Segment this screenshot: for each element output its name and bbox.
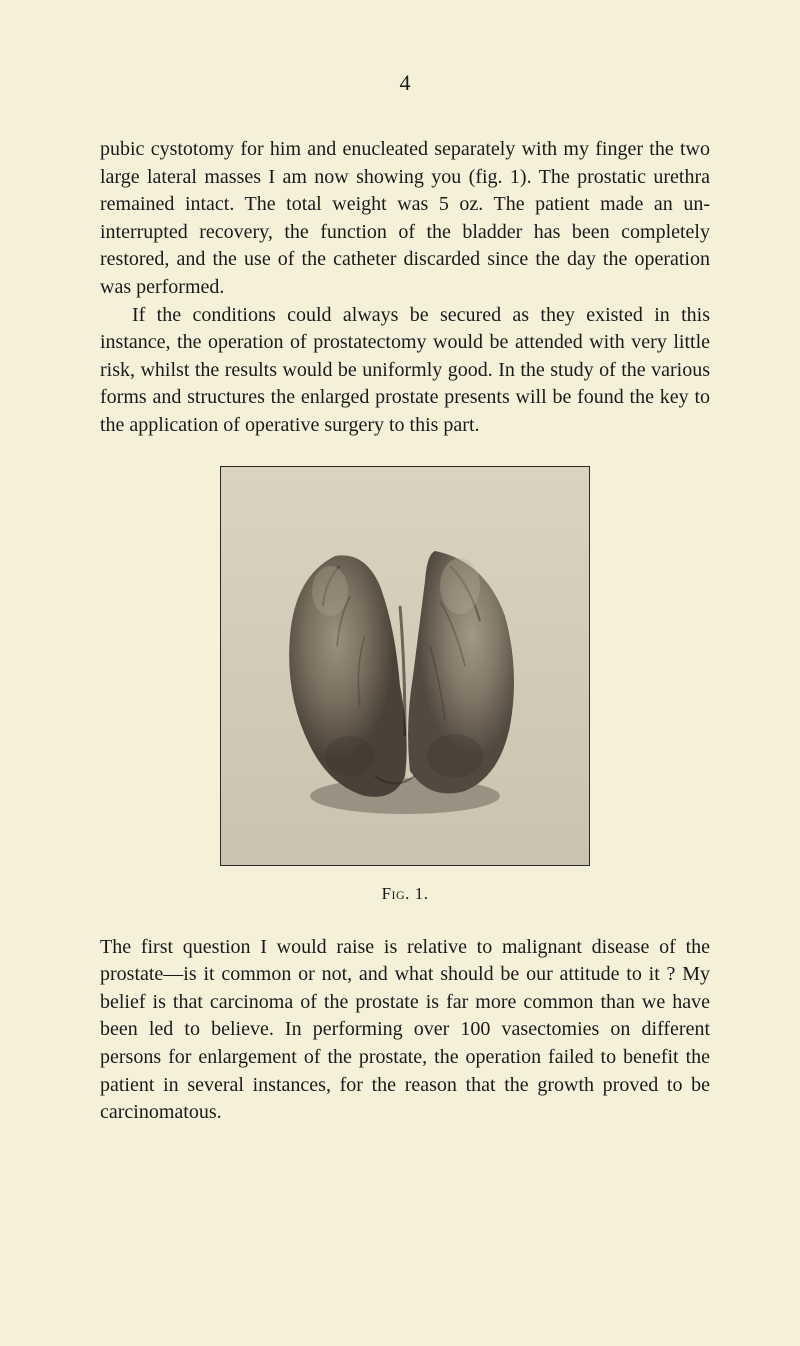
body-text-block-2: The first question I would raise is rela… <box>100 934 710 1127</box>
body-text-block-1: pubic cystotomy for him and enucleated s… <box>100 136 710 440</box>
paragraph-2: If the conditions could always be secure… <box>100 302 710 440</box>
specimen-image <box>255 506 555 826</box>
figure-container: Fig. 1. <box>100 466 710 904</box>
paragraph-3: The first question I would raise is rela… <box>100 934 710 1127</box>
paragraph-1: pubic cystotomy for him and enucleated s… <box>100 136 710 302</box>
caption-number: 1. <box>410 884 429 903</box>
caption-prefix: Fig. <box>382 884 410 903</box>
page-number: 4 <box>100 70 710 96</box>
figure-caption: Fig. 1. <box>100 884 710 904</box>
figure-frame <box>220 466 590 866</box>
